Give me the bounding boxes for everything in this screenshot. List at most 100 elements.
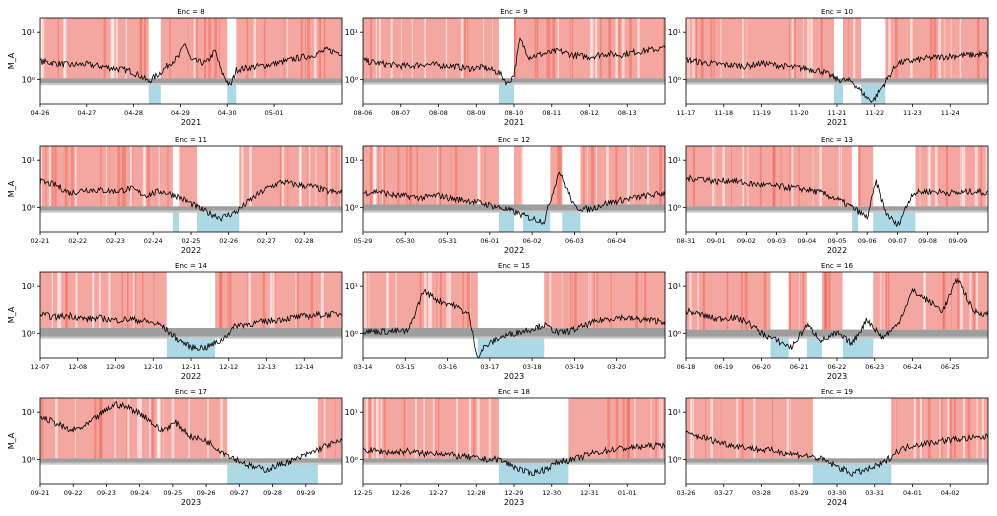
regime-stripe xyxy=(438,398,439,458)
regime-stripe xyxy=(130,146,132,206)
regime-stripe xyxy=(127,272,129,328)
regime-stripe xyxy=(629,18,632,78)
x-tick-label: 12-29 xyxy=(505,489,524,497)
regime-stripe xyxy=(247,272,248,328)
x-tick-label: 09-23 xyxy=(97,489,116,497)
x-tick-label: 08-08 xyxy=(429,109,448,117)
regime-stripe xyxy=(828,272,831,330)
regime-stripe xyxy=(483,18,484,78)
critical-band-edge xyxy=(686,211,988,213)
y-tick-label: 10⁰ xyxy=(668,75,681,84)
x-axis-year: 2023 xyxy=(181,498,201,507)
regime-stripe xyxy=(169,18,170,78)
transition-gap xyxy=(478,272,544,328)
regime-stripe xyxy=(587,146,588,204)
x-tick-label: 08-13 xyxy=(618,109,637,117)
regime-stripe xyxy=(841,146,842,206)
regime-stripe xyxy=(714,18,715,78)
regime-stripe xyxy=(163,398,164,458)
x-tick-label: 05-01 xyxy=(265,109,284,117)
critical-band xyxy=(686,458,988,462)
regime-stripe xyxy=(100,146,101,206)
regime-stripe xyxy=(467,272,470,328)
x-tick-label: 06-19 xyxy=(714,363,733,371)
regime-stripe xyxy=(370,146,372,204)
regime-stripe xyxy=(301,18,303,78)
regime-stripe xyxy=(977,18,980,78)
regime-stripe xyxy=(228,272,229,328)
regime-stripe xyxy=(122,146,124,206)
regime-stripe xyxy=(307,18,310,78)
regime-stripe xyxy=(104,18,106,78)
subplot-enc-10: Enc = 1010¹10⁰11-17 11-18 11-19 11-20 11-21 1… xyxy=(668,8,988,127)
regime-stripe xyxy=(71,146,73,206)
regime-stripe xyxy=(438,146,439,204)
regime-stripe xyxy=(384,398,386,458)
y-tick-label: 10⁰ xyxy=(345,203,358,212)
subcritical-region xyxy=(499,83,514,104)
y-tick-label: 10⁰ xyxy=(22,203,35,212)
x-tick-label: 04-30 xyxy=(218,109,237,117)
x-tick-label: 09-28 xyxy=(263,489,282,497)
regime-stripe xyxy=(570,18,571,78)
x-tick-label: 12-11 xyxy=(182,363,201,371)
regime-stripe xyxy=(336,146,337,206)
y-tick-label: 10⁰ xyxy=(22,329,35,338)
x-tick-label: 02-22 xyxy=(68,237,87,245)
subplot-title: Enc = 15 xyxy=(498,262,530,270)
critical-band-edge xyxy=(363,83,665,85)
critical-band xyxy=(40,206,342,210)
regime-stripe xyxy=(944,18,945,78)
x-axis-year: 2022 xyxy=(181,372,201,381)
transition-gap xyxy=(227,18,236,78)
x-tick-label: 04-29 xyxy=(171,109,190,117)
regime-stripe xyxy=(220,398,223,458)
x-axis-year: 2023 xyxy=(504,498,524,507)
regime-stripe xyxy=(960,272,963,330)
regime-stripe xyxy=(933,18,936,78)
transition-gap xyxy=(167,272,215,328)
regime-stripe xyxy=(376,398,379,458)
critical-band-edge xyxy=(686,463,988,465)
regime-stripe xyxy=(853,18,855,78)
x-axis-year: 2021 xyxy=(181,118,201,127)
regime-stripe xyxy=(208,18,210,78)
regime-stripe xyxy=(558,18,559,78)
regime-stripe xyxy=(689,18,690,78)
subcritical-region xyxy=(771,337,789,358)
subplot-enc-8: Enc = 810¹10⁰M_A04-26 04-27 04-28 04-29 04-3… xyxy=(7,8,342,127)
regime-stripe xyxy=(99,272,101,328)
regime-stripe xyxy=(715,146,716,206)
regime-stripe xyxy=(297,272,298,328)
regime-stripe xyxy=(772,146,775,206)
x-tick-label: 04-01 xyxy=(903,489,922,497)
regime-stripe xyxy=(241,146,243,206)
x-tick-label: 06-18 xyxy=(677,363,696,371)
regime-stripe xyxy=(825,272,828,330)
regime-stripe xyxy=(888,18,891,78)
regime-stripe xyxy=(690,398,691,458)
regime-stripe xyxy=(473,398,475,458)
regime-stripe xyxy=(929,146,930,206)
regime-stripe xyxy=(960,146,961,206)
regime-stripe xyxy=(391,18,393,78)
x-tick-label: 12-25 xyxy=(354,489,373,497)
x-tick-label: 06-20 xyxy=(752,363,771,371)
regime-stripe xyxy=(591,272,592,328)
x-tick-label: 03-26 xyxy=(677,489,696,497)
y-tick-label: 10⁰ xyxy=(345,455,358,464)
x-tick-label: 08-06 xyxy=(354,109,373,117)
y-tick-label: 10¹ xyxy=(22,28,35,37)
regime-stripe xyxy=(695,18,697,78)
regime-stripe xyxy=(43,18,44,78)
regime-stripe xyxy=(424,272,427,328)
subplot-enc-9: Enc = 910¹10⁰08-06 08-07 08-08 08-09 08-10 08… xyxy=(345,8,665,127)
x-tick-label: 04-27 xyxy=(77,109,96,117)
regime-stripe xyxy=(52,272,53,328)
regime-stripe xyxy=(976,272,978,330)
transition-gap xyxy=(499,146,514,204)
y-tick-label: 10¹ xyxy=(668,282,681,291)
regime-stripe xyxy=(634,398,635,458)
regime-stripe xyxy=(627,398,630,458)
regime-stripe xyxy=(799,146,800,206)
